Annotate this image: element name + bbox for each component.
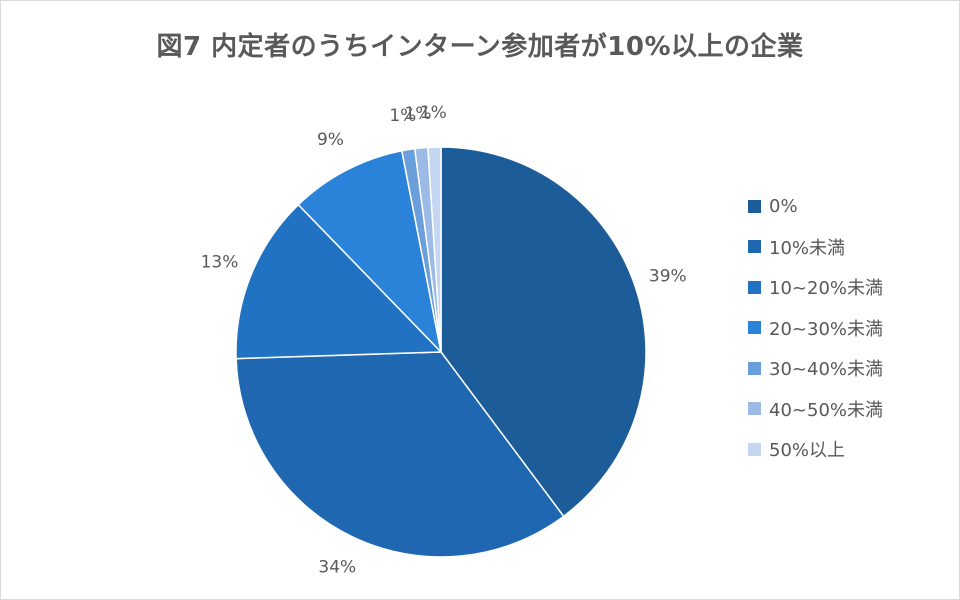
legend-item-3: 20~30%未満 bbox=[748, 308, 948, 349]
legend-swatch-6 bbox=[748, 442, 761, 456]
legend-item-0: 0% bbox=[748, 186, 948, 227]
pie-slice-0 bbox=[440, 146, 647, 518]
chart-legend: 0% 10%未満 10~20%未満 20~30%未満 30~40%未満 40~50%未満 5… bbox=[748, 186, 948, 470]
data-label-6: 1% bbox=[420, 103, 447, 123]
legend-item-5: 40~50%未満 bbox=[748, 389, 948, 430]
legend-swatch-4 bbox=[748, 361, 761, 375]
legend-swatch-0 bbox=[748, 199, 761, 213]
legend-swatch-3 bbox=[748, 321, 761, 335]
pie-slice-3 bbox=[297, 149, 443, 355]
pie-slice-2 bbox=[235, 203, 443, 360]
legend-label-5: 40~50%未満 bbox=[769, 399, 883, 421]
data-label-4: 1% bbox=[389, 106, 416, 126]
legend-label-1: 10%未満 bbox=[769, 237, 846, 259]
pie-slice-6 bbox=[427, 146, 442, 353]
legend-item-1: 10%未満 bbox=[748, 227, 948, 268]
legend-label-3: 20~30%未満 bbox=[769, 318, 883, 340]
data-label-5: 1% bbox=[405, 104, 432, 124]
data-label-3: 9% bbox=[317, 130, 344, 150]
legend-swatch-1 bbox=[748, 240, 761, 254]
legend-item-6: 50%以上 bbox=[748, 429, 948, 470]
legend-swatch-5 bbox=[748, 402, 761, 416]
data-label-1: 34% bbox=[318, 557, 356, 577]
pie-slice-1 bbox=[235, 351, 565, 558]
legend-label-6: 50%以上 bbox=[769, 440, 846, 462]
legend-item-4: 30~40%未満 bbox=[748, 348, 948, 389]
data-label-2: 13% bbox=[201, 252, 239, 272]
legend-item-2: 10~20%未満 bbox=[748, 267, 948, 308]
legend-label-0: 0% bbox=[769, 195, 798, 217]
legend-swatch-2 bbox=[748, 280, 761, 294]
legend-label-4: 30~40%未満 bbox=[769, 359, 883, 381]
chart-title: 図7 内定者のうちインターン参加者が10%以上の企業 bbox=[156, 32, 804, 62]
legend-label-2: 10~20%未満 bbox=[769, 278, 883, 300]
data-label-0: 39% bbox=[649, 267, 687, 287]
